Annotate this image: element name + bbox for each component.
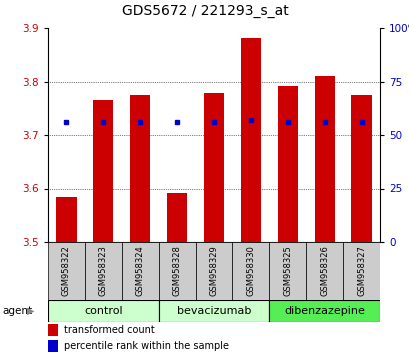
Bar <box>56 196 76 242</box>
Text: percentile rank within the sample: percentile rank within the sample <box>64 341 229 351</box>
Text: GSM958326: GSM958326 <box>319 246 328 296</box>
Bar <box>306 242 342 300</box>
Text: GSM958327: GSM958327 <box>356 246 365 296</box>
Bar <box>48 242 85 300</box>
Text: ▶: ▶ <box>27 306 34 316</box>
Bar <box>351 95 371 242</box>
Bar <box>48 300 158 322</box>
Text: dibenzazepine: dibenzazepine <box>283 306 364 316</box>
Bar <box>158 242 195 300</box>
Text: GSM958323: GSM958323 <box>99 246 108 296</box>
Bar <box>342 242 379 300</box>
Bar <box>130 95 150 242</box>
Text: GSM958322: GSM958322 <box>62 246 71 296</box>
Text: GSM958328: GSM958328 <box>172 246 181 296</box>
Text: GDS5672 / 221293_s_at: GDS5672 / 221293_s_at <box>121 4 288 18</box>
Bar <box>48 324 58 336</box>
Text: GSM958330: GSM958330 <box>246 246 255 296</box>
Text: control: control <box>84 306 122 316</box>
Bar <box>158 300 269 322</box>
Bar <box>195 242 232 300</box>
Bar <box>85 242 121 300</box>
Bar <box>121 242 158 300</box>
Bar <box>269 300 379 322</box>
Bar <box>203 93 224 242</box>
Bar <box>314 76 334 242</box>
Bar <box>277 86 297 242</box>
Text: agent: agent <box>2 306 32 316</box>
Text: GSM958325: GSM958325 <box>283 246 292 296</box>
Bar <box>166 193 187 242</box>
Bar <box>269 242 306 300</box>
Text: bevacizumab: bevacizumab <box>176 306 251 316</box>
Bar <box>93 100 113 242</box>
Text: transformed count: transformed count <box>64 325 155 335</box>
Bar <box>48 340 58 352</box>
Text: GSM958329: GSM958329 <box>209 246 218 296</box>
Text: GSM958324: GSM958324 <box>135 246 144 296</box>
Bar <box>232 242 269 300</box>
Bar <box>240 38 261 242</box>
